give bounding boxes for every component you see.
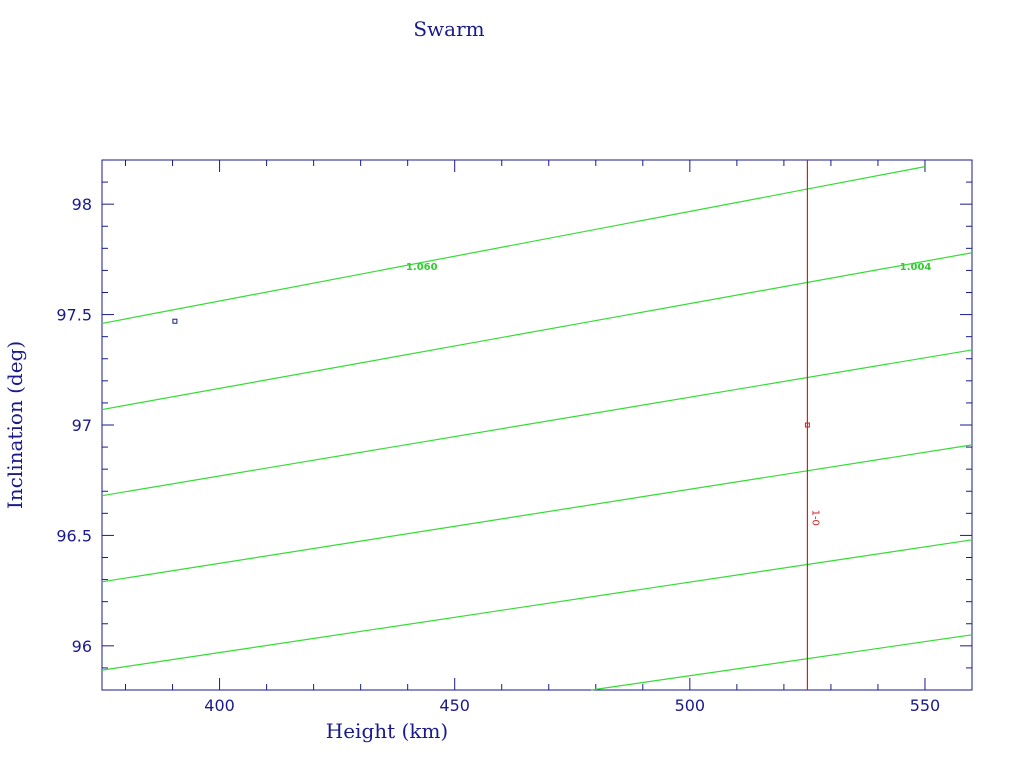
- contour-line: [101, 444, 973, 583]
- x-tick-label: 550: [910, 696, 941, 715]
- axis-ticks: [102, 159, 973, 691]
- contour-labels: 1.060 1.004: [406, 262, 931, 273]
- contour-line: [101, 252, 973, 411]
- reference-marker: [804, 422, 810, 428]
- y-tick-label: 96: [72, 637, 92, 656]
- reference-label: 1-0: [809, 510, 820, 526]
- contour-label: 1.060: [406, 262, 438, 273]
- reference-group: 1-0: [806, 160, 820, 690]
- y-axis-label: Inclination (deg): [3, 341, 27, 509]
- y-tick-label: 97.5: [56, 306, 92, 325]
- contour-line: [101, 166, 926, 325]
- x-tick-label: 500: [675, 696, 706, 715]
- contour-line: [101, 349, 973, 497]
- y-tick-label: 97: [72, 416, 92, 435]
- contour-lines: [101, 166, 973, 691]
- markers: [172, 318, 810, 428]
- chart-title: Swarm: [413, 17, 484, 41]
- contour-line: [101, 539, 973, 671]
- contour-label: 1.004: [900, 262, 932, 273]
- x-tick-label: 450: [439, 696, 470, 715]
- data-point-marker: [172, 318, 178, 324]
- y-tick-label: 98: [72, 195, 92, 214]
- x-tick-label: 400: [204, 696, 235, 715]
- contour-line: [590, 634, 973, 691]
- y-tick-label: 96.5: [56, 526, 92, 545]
- x-tick-labels: 400 450 500 550: [204, 696, 940, 715]
- plot-frame: [101, 159, 973, 691]
- y-tick-labels: 96 96.5 97 97.5 98: [56, 195, 92, 656]
- x-axis-label: Height (km): [326, 719, 448, 743]
